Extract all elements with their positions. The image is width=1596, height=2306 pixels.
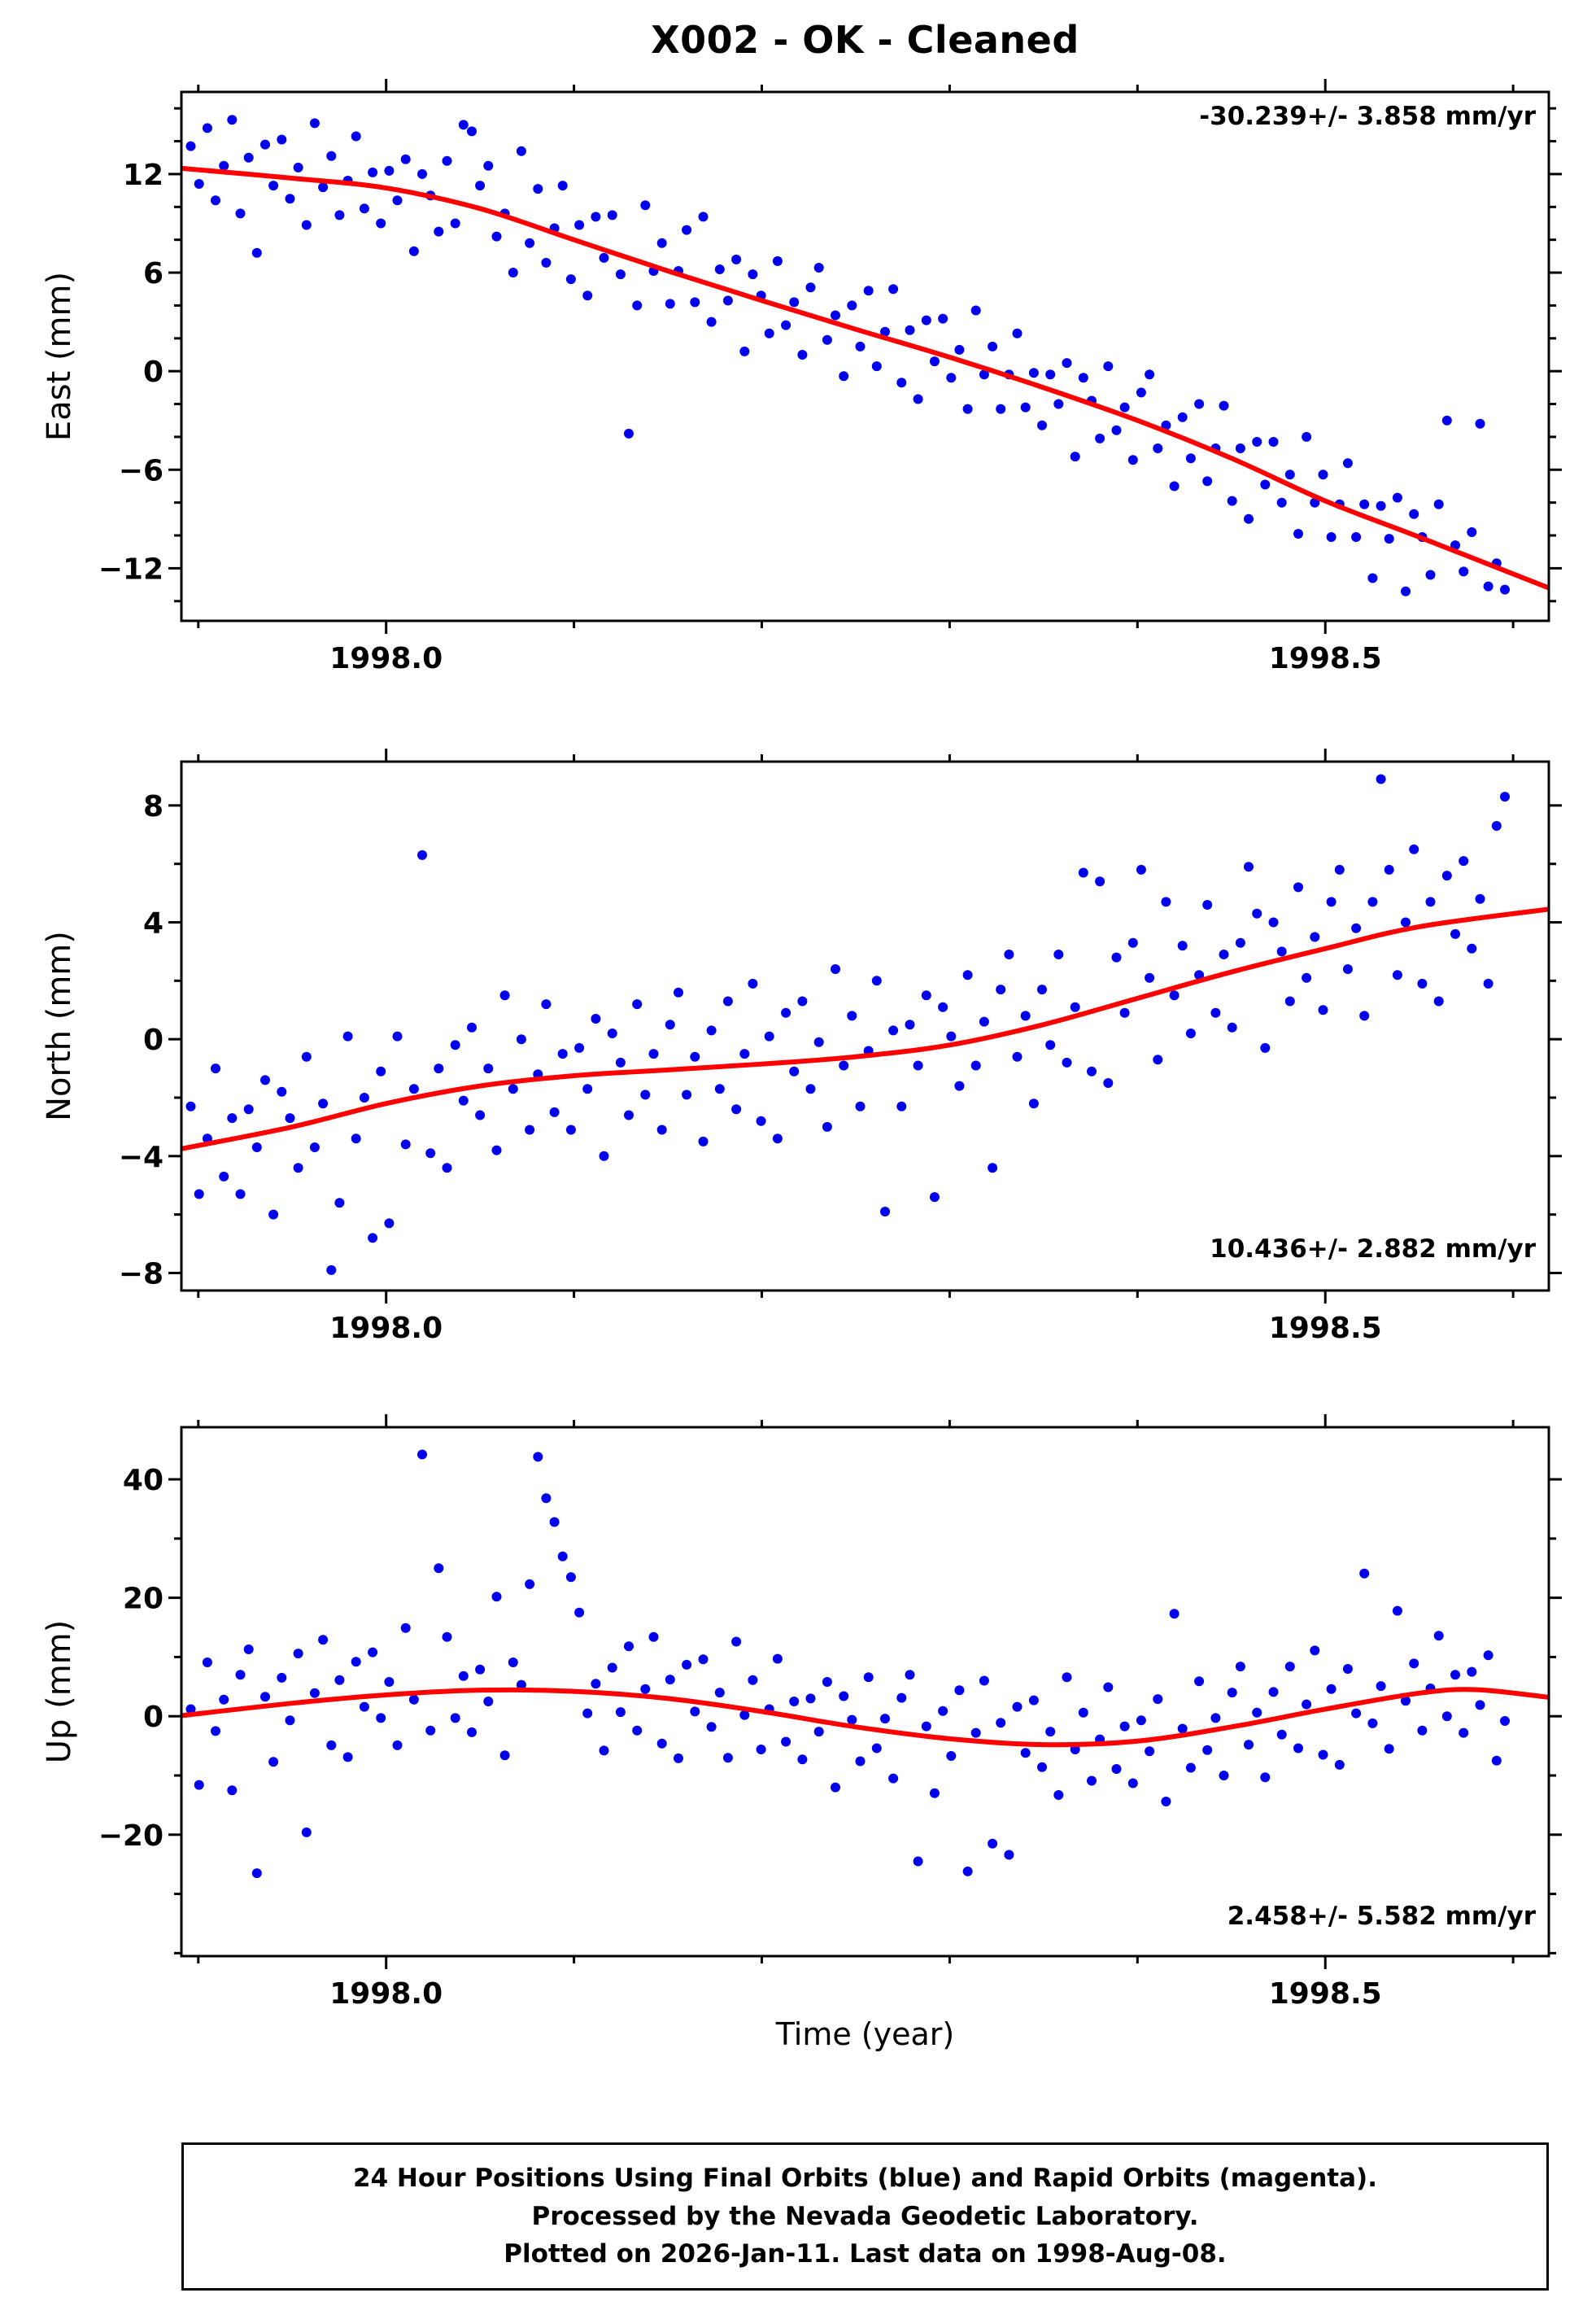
y-tick-label: −8 — [119, 1257, 164, 1291]
x-tick-label: 1998.0 — [329, 642, 443, 675]
x-tick-label: 1998.5 — [1269, 642, 1382, 675]
y-tick-label: −6 — [119, 454, 164, 487]
east-panel-chart: 1998.0 1998.5 12 6 0 −6 −12 East (mm) — [41, 79, 1562, 675]
y-tick-label: 20 — [123, 1583, 164, 1616]
plot-frame — [180, 1426, 1550, 1958]
scatter-points — [185, 774, 1510, 1275]
y-tick-label: 0 — [143, 1024, 164, 1057]
trend-line — [181, 165, 1549, 591]
y-tick-label: 0 — [143, 356, 164, 389]
trend-line — [181, 906, 1549, 1151]
axis-ticks — [168, 79, 1562, 634]
x-axis-title: Time (year) — [775, 2016, 955, 2052]
caption-line-1: 24 Hour Positions Using Final Orbits (bl… — [353, 2164, 1377, 2194]
y-tick-label: 4 — [143, 907, 164, 941]
scatter-points — [185, 1449, 1510, 1879]
y-tick-label: 12 — [123, 159, 164, 192]
x-tick-label: 1998.0 — [329, 1977, 443, 2011]
y-tick-label: 40 — [123, 1464, 164, 1497]
page-title: X002 - OK - Cleaned — [651, 18, 1079, 62]
trend-line — [181, 1687, 1549, 1748]
plot-frame — [180, 760, 1550, 1292]
y-axis-title: Up (mm) — [41, 1620, 78, 1764]
y-axis-title: North (mm) — [41, 931, 78, 1121]
y-tick-label: −20 — [98, 1819, 164, 1853]
caption-line-2: Processed by the Nevada Geodetic Laborat… — [531, 2201, 1199, 2231]
north-panel-chart: 1998.0 1998.5 8 4 0 −4 −8 North (mm) — [41, 749, 1562, 1345]
up-rate-annotation: 2.458+/- 5.582 mm/yr — [1227, 1902, 1536, 1931]
y-axis-title: East (mm) — [41, 272, 78, 441]
axis-ticks — [168, 1414, 1562, 1969]
y-tick-label: 8 — [143, 790, 164, 823]
caption-box: 24 Hour Positions Using Final Orbits (bl… — [181, 2142, 1549, 2291]
y-tick-label: 0 — [143, 1701, 164, 1734]
caption-line-3: Plotted on 2026-Jan-11. Last data on 199… — [504, 2239, 1227, 2269]
x-tick-label: 1998.5 — [1269, 1312, 1382, 1345]
y-tick-label: −12 — [98, 552, 164, 586]
north-rate-annotation: 10.436+/- 2.882 mm/yr — [1210, 1234, 1536, 1264]
scatter-points — [185, 115, 1510, 596]
axis-ticks — [168, 749, 1562, 1304]
y-tick-label: −4 — [119, 1141, 164, 1174]
y-tick-label: 6 — [143, 257, 164, 290]
x-tick-label: 1998.0 — [329, 1312, 443, 1345]
up-panel-chart: 1998.0 1998.5 40 20 0 −20 Up (mm) — [41, 1414, 1562, 2011]
east-rate-annotation: -30.239+/- 3.858 mm/yr — [1199, 102, 1536, 131]
plot-frame — [180, 90, 1550, 622]
x-tick-label: 1998.5 — [1269, 1977, 1382, 2011]
